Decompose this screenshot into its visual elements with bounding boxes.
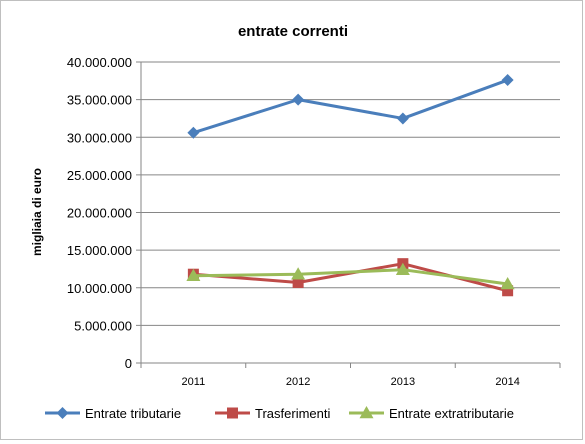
series-0: [187, 74, 514, 139]
x-tick-label: 2014: [495, 376, 519, 388]
data-point: [292, 276, 304, 288]
gridlines: [141, 61, 560, 326]
y-tick-label: 35.000.000: [67, 93, 132, 108]
legend-label: Entrate extratributarie: [389, 406, 514, 421]
series-line: [192, 78, 509, 135]
x-tick-label: 2011: [182, 376, 206, 388]
chart-title: entrate correnti: [238, 23, 348, 40]
legend-item: Entrate tributarie: [45, 406, 181, 421]
data-point: [395, 262, 410, 275]
legend-item: Trasferimenti: [215, 406, 330, 421]
x-tick-label: 2013: [391, 376, 415, 388]
y-axis-label: migliaia di euro: [30, 168, 44, 256]
data-point: [502, 285, 514, 297]
y-tick-label: 5.000.000: [74, 318, 132, 333]
y-tick-label: 40.000.000: [67, 55, 132, 70]
data-point: [292, 93, 305, 106]
y-tick-label: 15.000.000: [67, 243, 132, 258]
series-line: [193, 268, 508, 286]
y-tick-label: 0: [125, 356, 132, 371]
legend-marker: [56, 407, 69, 419]
data-point: [186, 268, 201, 281]
data-point: [500, 276, 515, 290]
x-tick-labels: 2011 2012 2013 2014: [182, 376, 520, 388]
series-group: [186, 74, 515, 297]
y-tick-label: 30.000.000: [67, 130, 132, 145]
legend-item: Entrate extratributarie: [349, 406, 514, 421]
x-tick-label: 2012: [286, 376, 310, 388]
y-tick-label: 20.000.000: [67, 206, 132, 221]
series-2: [186, 262, 515, 290]
axes: [136, 61, 561, 368]
legend: Entrate tributarie Trasferimenti Entrate e…: [45, 406, 514, 421]
data-point: [396, 112, 409, 125]
y-tick-labels: 0 5.000.000 10.000.000 15.000.000 20.000.000…: [67, 55, 132, 371]
y-tick-label: 25.000.000: [67, 168, 132, 183]
data-point: [187, 126, 200, 139]
legend-label: Entrate tributarie: [85, 406, 181, 421]
legend-label: Trasferimenti: [255, 406, 330, 421]
legend-marker: [227, 407, 238, 419]
y-tick-label: 10.000.000: [67, 281, 132, 296]
data-point: [291, 267, 306, 280]
data-point: [501, 74, 514, 87]
legend-marker: [359, 406, 374, 419]
